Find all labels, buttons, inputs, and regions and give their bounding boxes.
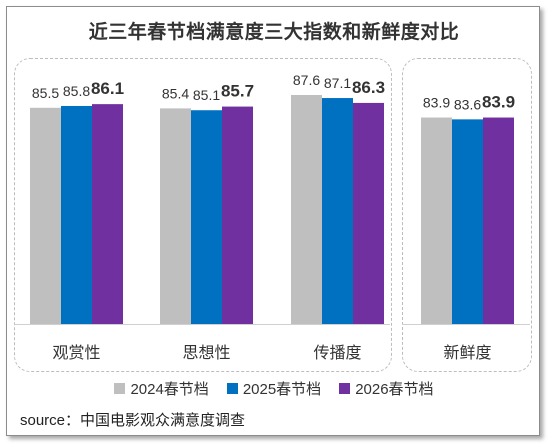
bar-sixiang-2026 (222, 106, 253, 324)
legend: 2024春节档 2025春节档 2026春节档 (0, 378, 548, 399)
value-label-guanshang-2025: 85.8 (63, 83, 90, 99)
category-label-sixiang: 思想性 (182, 344, 230, 362)
value-label-guanshang-2024: 85.5 (32, 85, 59, 101)
category-label-xinxian: 新鲜度 (443, 344, 491, 362)
legend-label-2024: 2024春节档 (130, 381, 209, 398)
legend-swatch-2024 (114, 383, 126, 394)
category-label-chuanbo: 传播度 (313, 344, 361, 362)
legend-item-2024: 2024春节档 (114, 378, 209, 399)
bar-xinxian-2025 (452, 119, 483, 325)
bar-guanshang-2026 (92, 104, 123, 324)
legend-swatch-2026 (339, 383, 351, 394)
legend-label-2025: 2025春节档 (242, 381, 322, 398)
legend-item-2026: 2026春节档 (339, 378, 434, 399)
value-label-sixiang-2025: 85.1 (193, 87, 220, 103)
legend-label-2026: 2026春节档 (355, 381, 434, 398)
value-label-sixiang-2024: 85.4 (162, 85, 189, 101)
value-label-xinxian-2026: 83.9 (482, 93, 515, 112)
chart-title: 近三年春节档满意度三大指数和新鲜度对比 (88, 22, 460, 43)
bar-guanshang-2025 (61, 105, 92, 324)
value-label-chuanbo-2024: 87.6 (293, 72, 320, 88)
group-box-freshness (402, 58, 532, 372)
value-label-xinxian-2025: 83.6 (454, 96, 481, 112)
group-box-main (14, 58, 392, 372)
bar-sixiang-2025 (191, 110, 222, 324)
value-label-guanshang-2026: 86.1 (91, 79, 124, 98)
source-note: source：中国电影观众满意度调查 (20, 412, 246, 429)
value-label-sixiang-2026: 85.7 (221, 82, 254, 101)
bar-chuanbo-2024 (291, 95, 322, 324)
legend-item-2025: 2025春节档 (226, 378, 322, 399)
value-label-chuanbo-2025: 87.1 (324, 75, 351, 91)
bar-xinxian-2024 (421, 117, 452, 324)
bar-xinxian-2026 (483, 117, 514, 324)
bar-chuanbo-2025 (322, 98, 353, 324)
bar-sixiang-2024 (160, 108, 191, 325)
bar-guanshang-2024 (30, 107, 61, 325)
value-label-chuanbo-2026: 86.3 (352, 78, 385, 97)
value-label-xinxian-2024: 83.9 (423, 95, 450, 111)
category-label-guanshang: 观赏性 (52, 344, 100, 362)
bar-chuanbo-2026 (353, 102, 384, 324)
legend-swatch-2025 (226, 383, 238, 394)
